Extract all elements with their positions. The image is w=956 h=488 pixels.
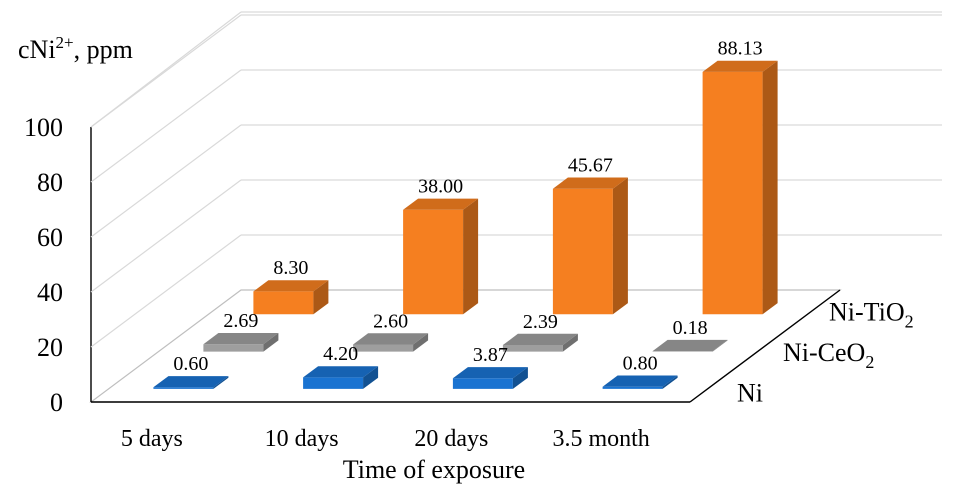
data-label: 88.13 [718, 38, 763, 60]
gridline-side [90, 14, 242, 128]
bar-Ni-TiO2-20 days [552, 177, 628, 315]
bar-Ni-TiO2-5 days [253, 280, 329, 315]
bar-Ni-TiO2-10 days [403, 198, 479, 315]
gridline-side [90, 234, 242, 348]
y-axis-label: cNi2+, ppm [18, 33, 133, 64]
bar-Ni-10 days [303, 366, 379, 389]
bar-top [203, 333, 279, 345]
data-label: 0.80 [623, 353, 658, 375]
bar-top [403, 198, 479, 210]
gridline-side [90, 69, 242, 183]
bar-side [562, 333, 578, 352]
bar-front [403, 209, 464, 315]
bar-Ni-20 days [452, 367, 528, 389]
bar-front [502, 345, 563, 352]
data-label: 2.39 [523, 311, 558, 333]
bar-top [253, 280, 329, 292]
bars [153, 60, 778, 389]
bar-front [353, 344, 414, 352]
bar-front [452, 378, 513, 389]
bar-Ni-5 days [153, 376, 229, 389]
bar-side [512, 367, 528, 389]
bar-front [303, 377, 364, 389]
bar-top [602, 375, 678, 387]
bar-side [762, 60, 778, 315]
data-label: 0.60 [173, 353, 208, 375]
bar-front [702, 71, 763, 315]
y-tick-label: 80 [37, 168, 63, 197]
series-labels: Ni Ni-CeO2 Ni-TiO2 [737, 298, 914, 408]
bar-side [463, 198, 479, 315]
x-axis-label: Time of exposure [343, 455, 525, 484]
depth-axis-line [689, 289, 841, 403]
gridline-side [90, 179, 242, 293]
data-label: 38.00 [418, 176, 463, 198]
bar-front [552, 188, 613, 315]
x-tick-labels: 5 days 10 days 20 days 3.5 month [121, 426, 650, 452]
data-label: 8.30 [273, 257, 308, 279]
data-label: 2.69 [223, 310, 258, 332]
bar-side [213, 376, 229, 389]
x-tick-label: 3.5 month [552, 426, 649, 452]
y-tick-label: 100 [24, 113, 63, 142]
bar-front [203, 344, 264, 352]
bar-Ni-CeO2-3.5 month [652, 339, 728, 352]
bar-Ni-CeO2-10 days [353, 333, 429, 352]
data-label: 3.87 [473, 344, 508, 366]
bar-Ni-CeO2-5 days [203, 333, 279, 352]
bar-front [652, 351, 713, 352]
bar-side [712, 339, 728, 352]
bar-side [363, 366, 379, 389]
bar-top [652, 339, 728, 352]
bar-Ni-TiO2-3.5 month [702, 60, 778, 315]
bar-side [612, 177, 628, 315]
bar-top [452, 367, 528, 379]
bar-top [502, 333, 578, 345]
y-tick-label: 20 [37, 333, 63, 362]
bar-front [153, 387, 214, 389]
bar-top [153, 376, 229, 388]
bar-front [602, 386, 663, 389]
data-labels: 8.30 38.00 45.67 88.13 2.69 2.60 2.39 0.18 0.60 4… [173, 38, 762, 375]
y-tick-label: 0 [50, 388, 63, 417]
y-tick-labels: 0 20 40 60 80 100 [24, 113, 63, 417]
series-label: Ni [737, 378, 763, 407]
bar-side [413, 333, 429, 352]
bar-top [303, 366, 379, 378]
data-label: 4.20 [323, 343, 358, 365]
x-tick-label: 10 days [265, 426, 339, 452]
bar-side [263, 333, 279, 352]
bar-Ni-CeO2-20 days [502, 333, 578, 352]
bar-side [313, 280, 329, 315]
bar-Ni-3.5 month [602, 375, 678, 389]
gridline-side [90, 124, 242, 238]
chart-walls [89, 11, 942, 403]
data-label: 2.60 [373, 310, 408, 332]
bar-top [353, 333, 429, 345]
data-label: 0.18 [673, 317, 708, 339]
bar-front [253, 291, 314, 315]
y-tick-label: 60 [37, 223, 63, 252]
series-label: Ni-CeO2 [783, 338, 874, 372]
bar-top [702, 60, 778, 72]
x-tick-label: 5 days [121, 426, 183, 452]
bar-side [662, 375, 678, 389]
data-label: 45.67 [568, 154, 613, 176]
y-tick-label: 40 [37, 278, 63, 307]
series-label: Ni-TiO2 [829, 298, 914, 332]
x-tick-label: 20 days [414, 426, 488, 452]
bar-top [552, 177, 628, 189]
